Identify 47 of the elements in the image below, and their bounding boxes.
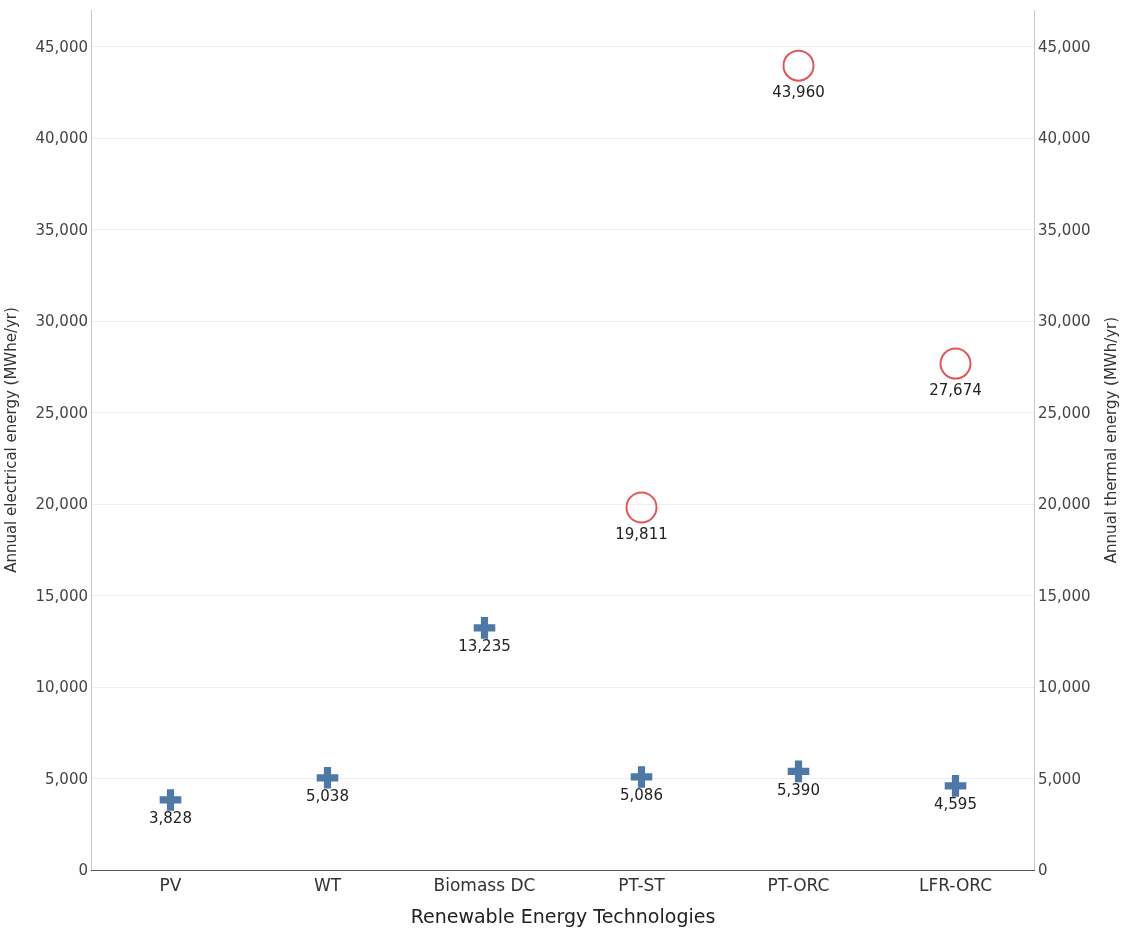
data-label: 3,828	[149, 809, 192, 828]
x-tick-label: PT-ORC	[767, 875, 830, 896]
x-tick-label: WT	[313, 875, 342, 896]
data-label: 5,038	[306, 787, 349, 806]
x-axis-title: Renewable Energy Technologies	[410, 905, 716, 928]
point	[944, 775, 967, 797]
data-label: 13,235	[458, 637, 511, 656]
x-tick-label: PV	[159, 875, 182, 896]
y-tick-label: 5,000	[45, 769, 88, 788]
y2-tick-label: 20,000	[1038, 495, 1091, 514]
point	[630, 766, 653, 788]
point	[787, 760, 810, 783]
y-axis-title: Annual electrical energy (MWhe/yr)	[1, 307, 20, 573]
y-tick-label: 45,000	[35, 37, 88, 56]
point	[939, 347, 972, 380]
y-tick-label: 20,000	[35, 495, 88, 514]
point	[625, 491, 658, 524]
x-tick-label: Biomass DC	[433, 875, 536, 896]
y2-tick-label: 25,000	[1038, 403, 1091, 422]
x-tick-label: PT-ST	[618, 875, 666, 896]
point	[473, 617, 496, 639]
y2-tick-label: 5,000	[1038, 769, 1081, 788]
y2-tick-label: 35,000	[1038, 220, 1091, 239]
point	[782, 49, 815, 82]
data-label: 43,960	[772, 82, 825, 101]
y2-axis-title: Annual thermal energy (MWh/yr)	[1101, 316, 1120, 564]
y2-tick-label: 15,000	[1038, 586, 1091, 605]
point	[316, 767, 339, 789]
y-tick-label: 15,000	[35, 586, 88, 605]
data-label: 5,390	[777, 780, 820, 799]
y2-tick-label: 45,000	[1038, 37, 1091, 56]
data-label: 27,674	[929, 380, 982, 399]
data-label: 5,086	[620, 786, 663, 805]
y2-tick-label: 40,000	[1038, 129, 1091, 148]
y-tick-label: 35,000	[35, 220, 88, 239]
y-tick-label: 40,000	[35, 129, 88, 148]
data-label: 19,811	[615, 524, 668, 543]
y-tick-label: 10,000	[35, 678, 88, 697]
y2-tick-label: 10,000	[1038, 678, 1091, 697]
y-tick-label: 0	[78, 861, 88, 880]
y2-tick-label: 30,000	[1038, 312, 1091, 331]
x-tick-label: LFR-ORC	[918, 875, 993, 896]
point	[159, 789, 182, 811]
y2-tick-label: 0	[1038, 861, 1048, 880]
y-tick-label: 25,000	[35, 403, 88, 422]
y-tick-label: 30,000	[35, 312, 88, 331]
data-label: 4,595	[934, 795, 977, 814]
